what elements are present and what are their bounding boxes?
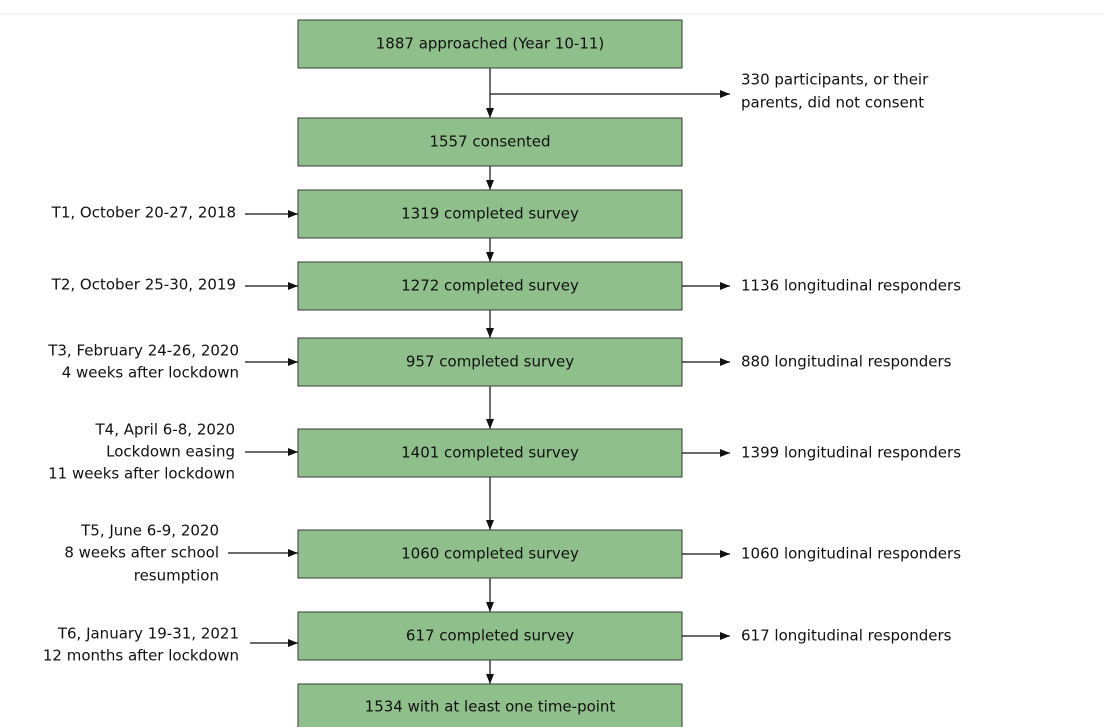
box-label: 1401 completed survey [401,444,579,462]
box-label: 957 completed survey [406,353,574,371]
longitudinal-label: 617 longitudinal responders [741,627,952,645]
longitudinal-label: 1060 longitudinal responders [741,545,961,563]
flow-box [297,337,683,387]
time-point-label: T6, January 19-31, 2021 [57,625,239,643]
time-point-label: T3, February 24-26, 2020 [47,342,239,360]
time-point-label: 12 months after lockdown [43,647,239,665]
flow-box [297,189,683,239]
box-label: 617 completed survey [406,627,574,645]
flow-box [297,261,683,311]
longitudinal-label: 1399 longitudinal responders [741,444,961,462]
box-label: 1060 completed survey [401,545,579,563]
time-point-label: 4 weeks after lockdown [62,364,239,382]
time-point-label: T1, October 20-27, 2018 [51,204,236,222]
box-label: 1534 with at least one time-point [365,698,616,716]
exclusion-text: parents, did not consent [741,94,924,112]
time-point-label: T4, April 6-8, 2020 [94,421,235,439]
flow-box [297,428,683,478]
longitudinal-label: 880 longitudinal responders [741,353,952,371]
time-point-label: 11 weeks after lockdown [48,465,235,483]
longitudinal-label: 1136 longitudinal responders [741,277,961,295]
exclusion-text: 330 participants, or their [741,71,929,89]
time-point-label: 8 weeks after school [64,544,219,562]
time-point-label: T2, October 25-30, 2019 [51,276,236,294]
time-point-label: T5, June 6-9, 2020 [80,522,219,540]
flow-box [297,19,683,69]
flow-box [297,611,683,661]
flow-box [297,529,683,579]
box-label: 1887 approached (Year 10-11) [376,35,604,53]
time-point-label: Lockdown easing [106,443,235,461]
flow-box [297,683,683,727]
box-label: 1272 completed survey [401,277,579,295]
box-label: 1557 consented [429,133,550,151]
time-point-label: resumption [134,567,219,585]
flow-box [297,117,683,167]
box-label: 1319 completed survey [401,205,579,223]
